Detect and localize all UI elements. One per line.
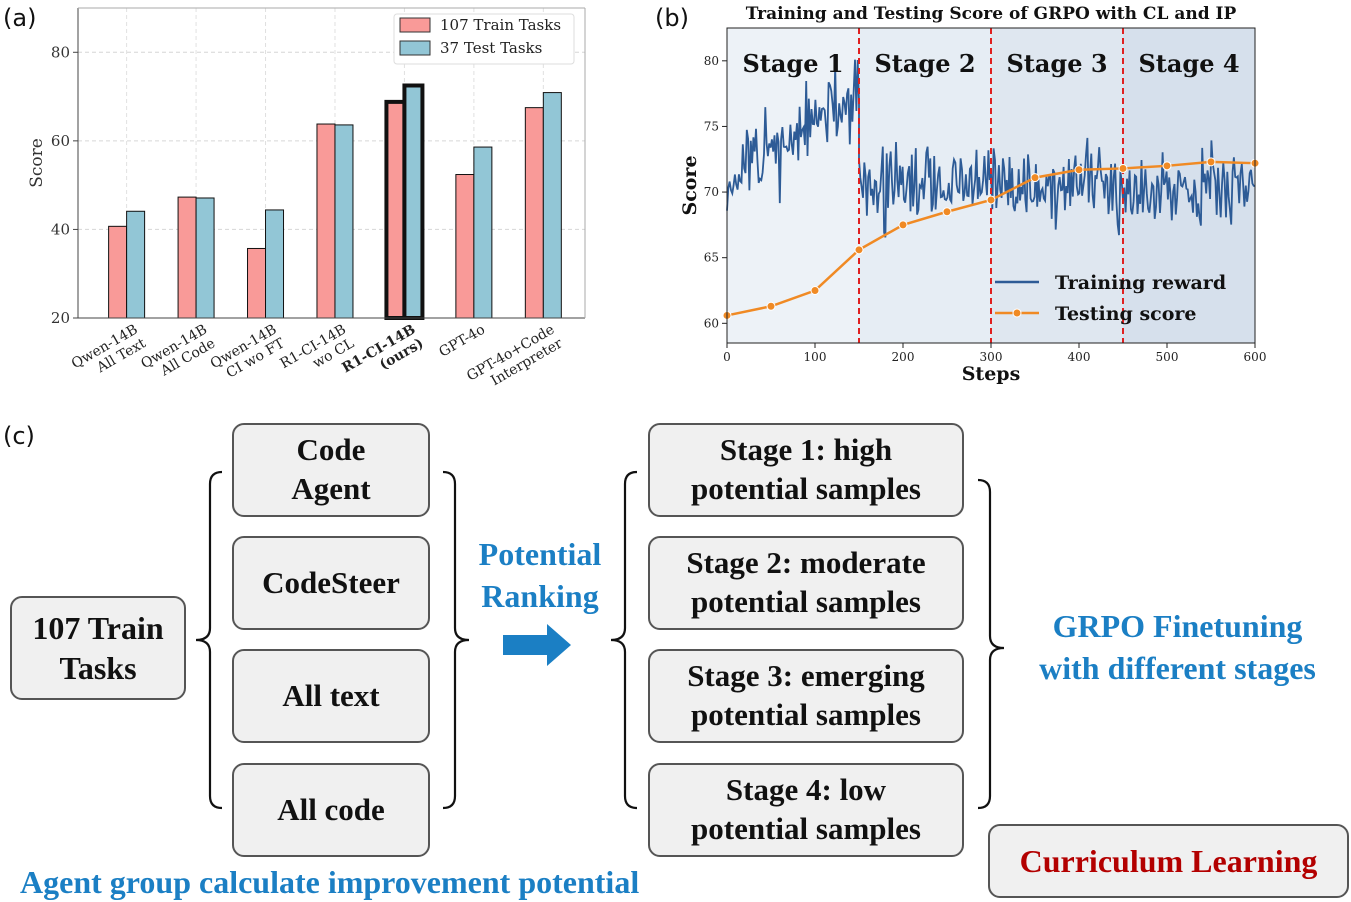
testing-score-point bbox=[1030, 173, 1040, 183]
y-tick-label: 80 bbox=[704, 54, 719, 68]
y-axis-label: Score bbox=[27, 138, 47, 188]
bar-train bbox=[108, 225, 128, 319]
testing-score-point bbox=[942, 207, 952, 217]
bar-test bbox=[126, 210, 146, 319]
bar-train bbox=[524, 107, 544, 319]
left-brace bbox=[195, 470, 223, 810]
x-tick-label: GPT-4o bbox=[436, 322, 487, 361]
testing-score-point bbox=[1074, 165, 1084, 175]
x-axis-label: Steps bbox=[962, 363, 1021, 385]
x-tick-label: Qwen-14BAll Text bbox=[69, 321, 149, 386]
agent-box-code-agent: Code Agent bbox=[232, 423, 430, 517]
x-tick-label: 0 bbox=[723, 350, 731, 364]
testing-score-point bbox=[986, 195, 996, 205]
panel-label-a: (a) bbox=[3, 4, 37, 32]
stages-left-brace bbox=[610, 470, 638, 810]
legend-swatch bbox=[399, 40, 431, 56]
line-chart: Stage 1 Stage 2 Stage 3 Stage 4 0 100 200 300 40… bbox=[679, 4, 1267, 385]
x-tick-label: Qwen-14BCI wo FT bbox=[208, 321, 288, 386]
stage-label: Stage 2 bbox=[874, 49, 975, 78]
grpo-finetuning-label: GRPO Finetuning with different stages bbox=[1039, 608, 1316, 686]
bar-train bbox=[177, 196, 197, 319]
y-tick-label: 60 bbox=[704, 316, 719, 330]
bar-train bbox=[316, 123, 336, 319]
x-tick-label: 400 bbox=[1068, 350, 1091, 364]
panel-label-c: (c) bbox=[3, 422, 35, 450]
y-tick-label: 75 bbox=[704, 119, 719, 133]
testing-score-point bbox=[1206, 157, 1216, 167]
panel-label-b: (b) bbox=[655, 4, 689, 32]
bar-train bbox=[455, 174, 475, 319]
stage-box-3: Stage 3: emerging potential samples bbox=[648, 649, 964, 743]
agent-box-all-text: All text bbox=[232, 649, 430, 743]
stage-box-1: Stage 1: high potential samples bbox=[648, 423, 964, 517]
x-tick-label: 200 bbox=[892, 350, 915, 364]
stages-right-brace bbox=[977, 478, 1005, 810]
legend-label: Testing score bbox=[1055, 303, 1197, 325]
stage-label: Stage 1 bbox=[742, 49, 843, 78]
x-tick-label: 500 bbox=[1156, 350, 1179, 364]
legend-label: Training reward bbox=[1055, 272, 1226, 294]
curriculum-learning-box: Curriculum Learning bbox=[988, 824, 1349, 898]
x-tick-label: R1-CI-14Bwo CL bbox=[278, 322, 357, 386]
bar-test bbox=[402, 83, 425, 320]
bar-test bbox=[334, 124, 354, 319]
bar-test bbox=[473, 146, 493, 319]
agent-caption: Agent group calculate improvement potent… bbox=[20, 864, 640, 900]
y-tick-label: 60 bbox=[51, 132, 70, 150]
training-reward-line bbox=[726, 59, 1256, 238]
bar-chart: 20 40 60 80 Score Qwen-14BAll TextQwen-14BAll… bbox=[27, 7, 586, 391]
x-tick-label-line: GPT-4o bbox=[436, 322, 487, 361]
y-tick-label: 65 bbox=[704, 251, 719, 265]
agent-box-codesteer: CodeSteer bbox=[232, 536, 430, 630]
x-tick-label: 300 bbox=[980, 350, 1003, 364]
legend-label: 37 Test Tasks bbox=[440, 39, 542, 57]
potential-ranking-label: Potential Ranking bbox=[478, 536, 602, 614]
testing-score-point bbox=[810, 286, 820, 295]
testing-score-point bbox=[1162, 161, 1172, 171]
bar-train bbox=[247, 247, 267, 319]
y-tick-label: 20 bbox=[51, 309, 70, 327]
bar-train bbox=[384, 99, 407, 320]
legend-label: 107 Train Tasks bbox=[440, 16, 561, 34]
y-tick-label: 70 bbox=[704, 185, 719, 199]
y-tick-label: 40 bbox=[51, 220, 70, 238]
legend-swatch bbox=[399, 17, 431, 33]
agents-right-brace bbox=[442, 470, 470, 810]
testing-score-point bbox=[766, 301, 776, 311]
legend-frame bbox=[393, 13, 575, 65]
bar-test bbox=[265, 209, 285, 319]
testing-score-point bbox=[898, 220, 908, 230]
agent-box-all-code: All code bbox=[232, 763, 430, 857]
x-tick-label: 600 bbox=[1244, 350, 1267, 364]
x-tick-label: R1-CI-14B(ours) bbox=[339, 322, 426, 391]
y-axis-label: Score bbox=[679, 155, 701, 215]
bar-test bbox=[542, 92, 562, 319]
source-tasks-box: 107 Train Tasks bbox=[10, 596, 186, 700]
stage-label: Stage 3 bbox=[1006, 49, 1107, 78]
stage-label: Stage 4 bbox=[1138, 49, 1239, 78]
testing-score-point bbox=[854, 245, 864, 255]
stage-box-2: Stage 2: moderate potential samples bbox=[648, 536, 964, 630]
x-tick-label: Qwen-14BAll Code bbox=[138, 322, 218, 387]
chart-title: Training and Testing Score of GRPO with … bbox=[746, 4, 1237, 24]
y-tick-label: 80 bbox=[51, 43, 70, 61]
x-tick-label: 100 bbox=[804, 350, 827, 364]
bar-test bbox=[195, 197, 215, 319]
testing-score-point bbox=[1118, 163, 1128, 173]
right-arrow-icon bbox=[503, 624, 571, 666]
stage-box-4: Stage 4: low potential samples bbox=[648, 763, 964, 857]
legend-marker-testing bbox=[1012, 308, 1022, 318]
